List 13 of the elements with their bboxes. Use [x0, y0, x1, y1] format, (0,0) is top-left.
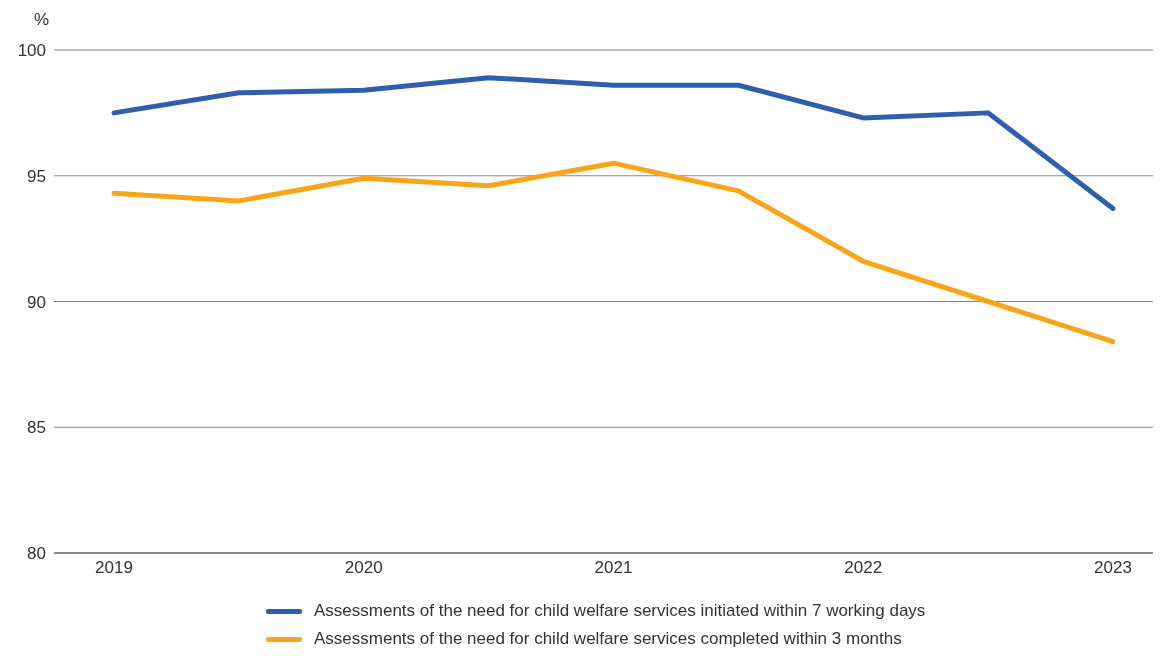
- x-tick-label: 2022: [844, 558, 883, 578]
- y-tick-label: 80: [27, 544, 46, 564]
- y-tick-label: 100: [17, 41, 46, 61]
- x-tick-label: 2020: [344, 558, 383, 578]
- y-tick-label: 85: [27, 418, 46, 438]
- y-tick-label: 95: [27, 166, 46, 186]
- legend-label: Assessments of the need for child welfare services initiated within 7 working days: [314, 601, 926, 621]
- x-tick-label: 2021: [594, 558, 633, 578]
- legend-label: Assessments of the need for child welfare services completed within 3 months: [314, 629, 902, 649]
- y-tick-label: 90: [27, 292, 46, 312]
- x-tick-label: 2019: [95, 558, 133, 578]
- x-tick-label: 2023: [1094, 558, 1132, 578]
- y-axis-title: %: [34, 10, 50, 30]
